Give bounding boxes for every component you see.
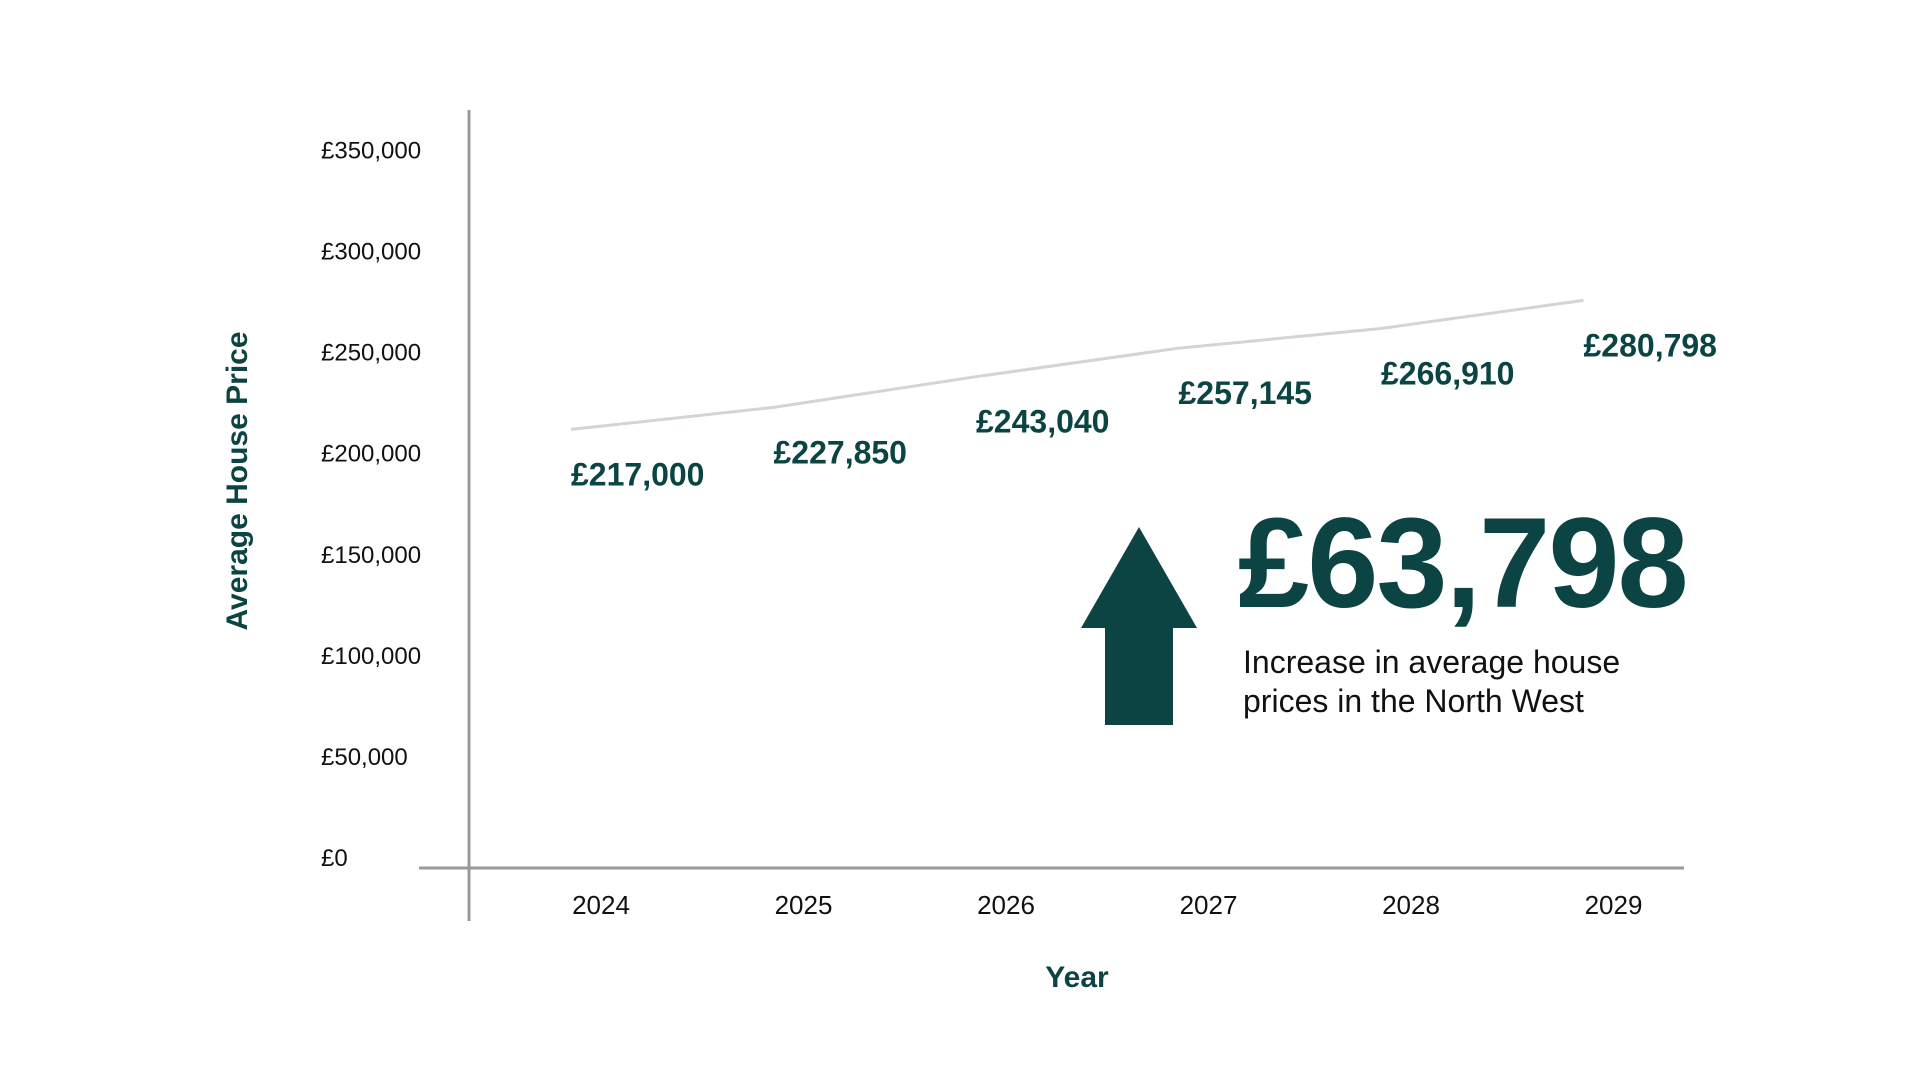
increase-value: £63,798 <box>1238 492 1689 635</box>
x-tick-label: 2029 <box>1585 890 1643 920</box>
data-label: £243,040 <box>976 404 1109 440</box>
labels-layer: £217,000 £227,850 £243,040 £257,145 £266,910… <box>571 327 1717 492</box>
x-tick-label: 2028 <box>1382 890 1440 920</box>
y-tick-label: £300,000 <box>321 239 421 266</box>
x-tick-label: 2027 <box>1180 890 1238 920</box>
data-label: £217,000 <box>571 456 704 492</box>
x-tick-label: 2026 <box>977 890 1035 920</box>
y-tick-label: £350,000 <box>321 138 421 165</box>
series-layer <box>570 298 1584 431</box>
data-label: £266,910 <box>1381 355 1514 391</box>
y-tick-label: £0 <box>321 845 348 872</box>
y-tick-label: £50,000 <box>321 744 408 771</box>
x-axis-title: Year <box>1045 961 1109 994</box>
y-tick-label: £150,000 <box>321 542 421 569</box>
increase-caption: Increase in average house prices in the … <box>1243 644 1621 719</box>
axes: £0 £50,000 £100,000 £150,000 £200,000 £250,00… <box>321 110 1684 921</box>
y-tick-label: £100,000 <box>321 643 421 670</box>
data-label: £280,798 <box>1584 327 1717 363</box>
data-label: £227,850 <box>774 434 907 470</box>
series-line <box>570 298 1584 431</box>
y-tick-label: £250,000 <box>321 340 421 367</box>
x-tick-label: 2024 <box>572 890 630 920</box>
up-arrow-icon <box>1081 527 1197 725</box>
x-tick-label: 2025 <box>775 890 833 920</box>
data-label: £257,145 <box>1179 375 1312 411</box>
y-axis-title: Average House Price <box>221 331 254 630</box>
y-tick-label: £200,000 <box>321 441 421 468</box>
